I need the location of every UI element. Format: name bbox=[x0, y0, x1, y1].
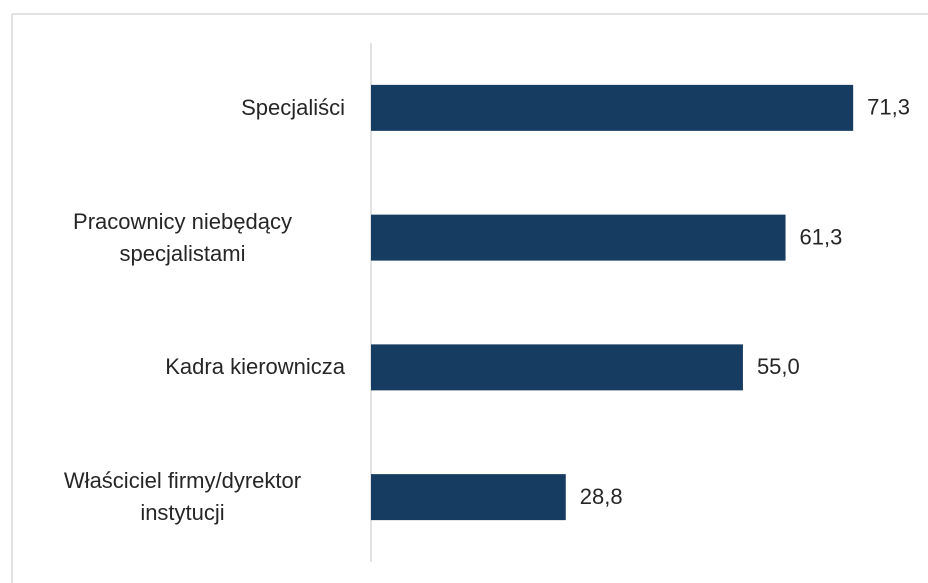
data-label: 55,0 bbox=[757, 354, 800, 379]
bar bbox=[371, 214, 786, 261]
category-label: Pracownicy niebędący specjalistami bbox=[73, 208, 292, 266]
bar bbox=[371, 84, 854, 131]
bar bbox=[371, 474, 566, 521]
data-label: 28,8 bbox=[580, 484, 623, 509]
data-label: 61,3 bbox=[800, 224, 843, 249]
category-label: Właściciel firmy/dyrektor instytucji bbox=[63, 468, 302, 526]
bar bbox=[371, 344, 743, 391]
data-label: 71,3 bbox=[867, 95, 910, 120]
category-label: Kadra kierownicza bbox=[165, 354, 345, 380]
category-label: Specjaliści bbox=[241, 94, 345, 120]
